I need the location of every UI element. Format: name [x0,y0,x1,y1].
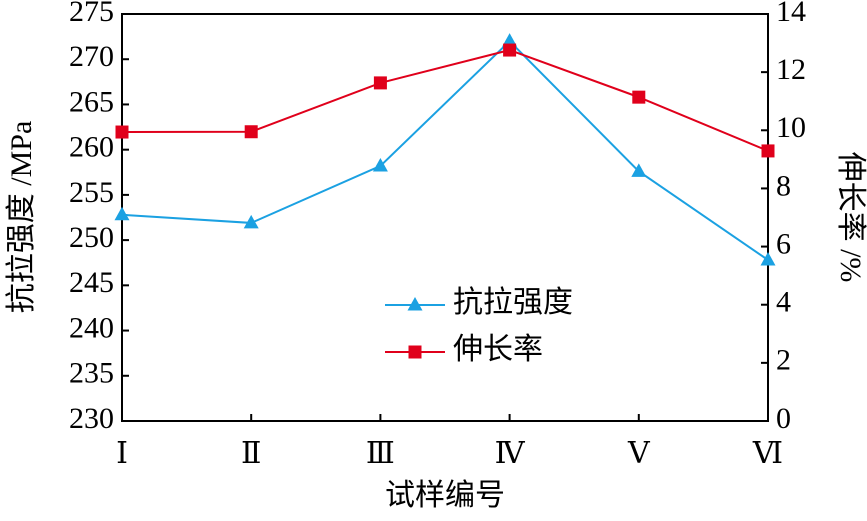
y2-axis-label: 伸长率 /% [834,152,867,283]
y2-tick-label: 6 [776,227,791,260]
y2-tick-label: 8 [776,169,791,202]
marker [114,206,130,221]
x-axis-label: 试样编号 [385,479,505,512]
y-tick-label: 230 [69,402,114,435]
y-tick-label: 270 [69,40,114,73]
y2-tick-label: 10 [776,111,806,144]
legend-label: 抗拉强度 [453,286,573,319]
y2-tick-label: 2 [776,344,791,377]
marker [407,297,423,311]
y2-tick-label: 0 [776,402,791,435]
y-tick-label: 245 [69,266,114,299]
y2-tick-label: 4 [776,286,791,319]
y-axis-label: 抗拉强度 /MPa [5,121,38,314]
y-tick-label: 250 [69,221,114,254]
marker [503,43,517,57]
series-line [121,39,769,261]
x-tick-label: Ⅵ [752,437,783,470]
marker [502,33,518,47]
marker [244,125,258,139]
y-tick-label: 235 [69,357,114,390]
series-line [121,49,769,152]
y2-tick-label: 12 [776,53,806,86]
marker [115,125,129,139]
x-tick-label: Ⅴ [627,437,651,470]
y-tick-label: 265 [69,85,114,118]
marker [760,252,776,266]
x-tick-label: Ⅰ [116,437,128,470]
marker [243,214,259,229]
marker [631,163,647,177]
marker [373,76,387,90]
legend-label: 伸长率 [453,333,543,366]
marker [761,144,775,158]
marker [372,157,388,172]
x-tick-label: Ⅳ [495,437,526,470]
y-tick-label: 240 [69,311,114,344]
y-tick-label: 275 [69,0,114,28]
x-tick-label: Ⅲ [366,437,395,470]
marker [408,345,422,359]
y-tick-label: 260 [69,131,114,164]
y-tick-label: 255 [69,176,114,209]
plot-frame [121,13,769,422]
x-tick-label: Ⅱ [241,437,261,470]
y2-tick-label: 14 [776,0,806,28]
marker [632,90,646,104]
